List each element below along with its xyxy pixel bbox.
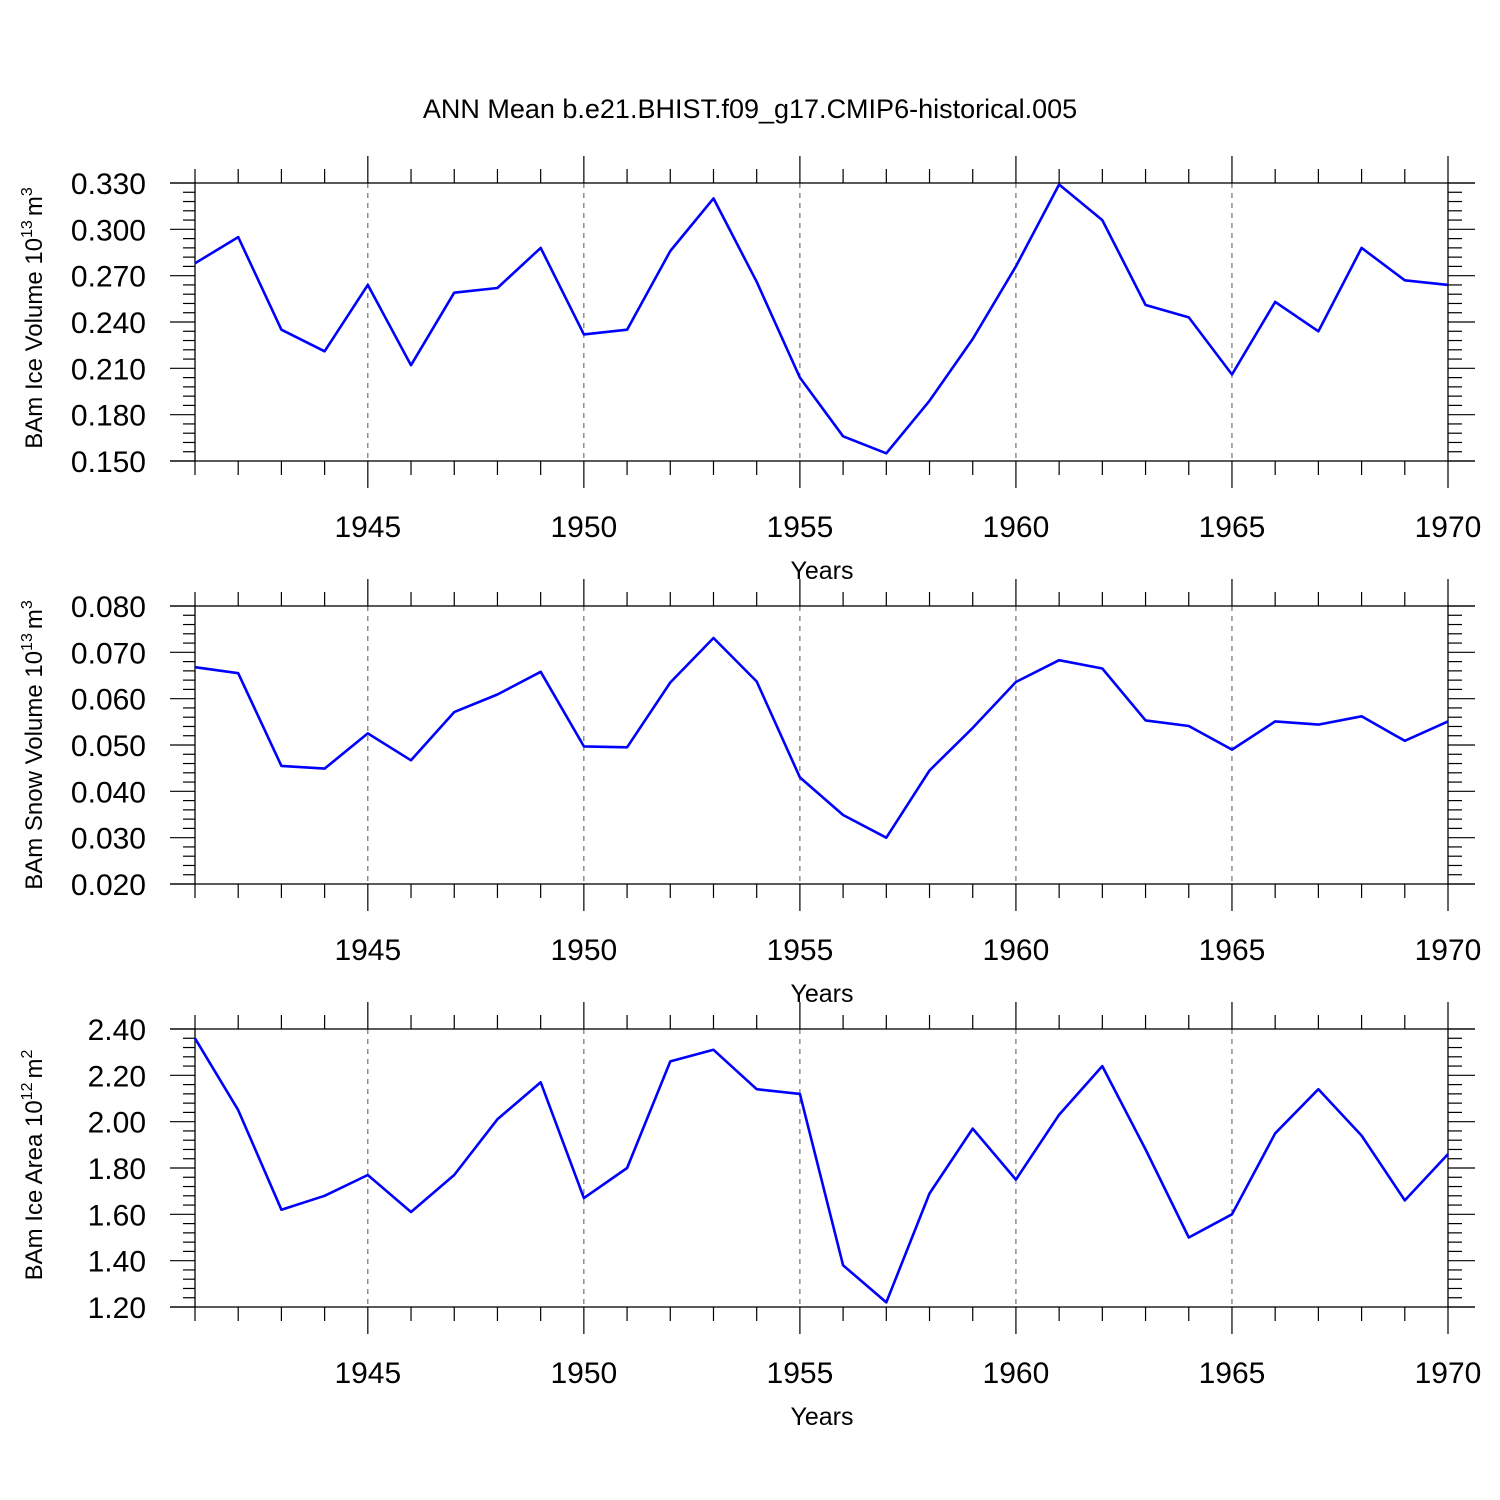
x-tick-label: 1945 <box>334 1357 401 1390</box>
y-tick-label: 2.20 <box>88 1060 146 1093</box>
x-tick-label: 1970 <box>1415 1357 1482 1390</box>
y-tick-label: 0.210 <box>71 353 146 386</box>
series-line <box>194 636 1449 840</box>
y-tick-label: 0.040 <box>71 776 146 809</box>
y-tick-label: 0.270 <box>71 261 146 294</box>
x-tick-label: 1965 <box>1199 934 1266 967</box>
x-tick-label: 1955 <box>767 511 834 544</box>
y-axis-label-main: BAm Snow Volume 10 <box>21 651 48 890</box>
x-axis-label: Years <box>790 1403 853 1431</box>
series-line <box>193 1037 1449 1304</box>
y-axis-label-unit-exponent: 3 <box>19 187 36 196</box>
y-axis-label-unit-exponent: 2 <box>19 1050 36 1059</box>
y-axis-label-unit-exponent: 3 <box>19 600 36 609</box>
x-tick-label: 1945 <box>334 934 401 967</box>
y-axis-label-exponent: 12 <box>19 1082 36 1100</box>
x-tick-label: 1950 <box>550 934 617 967</box>
y-tick-label: 0.330 <box>71 168 146 201</box>
y-tick-label: 0.150 <box>71 446 146 479</box>
y-tick-label: 0.240 <box>71 307 146 340</box>
y-tick-label: 0.180 <box>71 400 146 433</box>
x-tick-label: 1960 <box>983 511 1050 544</box>
y-axis-label-exponent: 13 <box>19 633 36 651</box>
y-axis-label-main: BAm Ice Area 10 <box>21 1100 48 1280</box>
y-tick-label: 0.300 <box>71 214 146 247</box>
x-tick-label: 1955 <box>767 1357 834 1390</box>
y-tick-label: 0.070 <box>71 637 146 670</box>
y-tick-label: 0.020 <box>71 869 146 902</box>
panel-3: 1.20 1.40 1.60 1.80 2.00 2.20 2.40 1945 1950 1955… <box>19 1002 1481 1431</box>
panel-1: 0.150 0.180 0.210 0.240 0.270 0.300 0.330 1945 1… <box>19 156 1481 585</box>
x-tick-label: 1965 <box>1199 511 1266 544</box>
y-axis-label-main: BAm Ice Volume 10 <box>21 238 48 449</box>
x-tick-label: 1955 <box>767 934 834 967</box>
x-tick-label: 1945 <box>334 511 401 544</box>
y-tick-label: 1.80 <box>88 1153 146 1186</box>
y-tick-label: 0.030 <box>71 823 146 856</box>
series-line <box>194 183 1449 455</box>
y-axis-label: BAm Snow Volume 1013 m3 <box>19 600 48 890</box>
y-tick-label: 0.080 <box>71 591 146 624</box>
y-tick-label: 2.40 <box>88 1014 146 1047</box>
figure-title: ANN Mean b.e21.BHIST.f09_g17.CMIP6-histo… <box>423 94 1077 124</box>
y-tick-label: 1.60 <box>88 1199 146 1232</box>
x-tick-label: 1950 <box>550 511 617 544</box>
x-tick-label: 1950 <box>550 1357 617 1390</box>
y-tick-label: 0.060 <box>71 684 146 717</box>
x-tick-label: 1960 <box>983 1357 1050 1390</box>
y-axis-label-exponent: 13 <box>19 220 36 238</box>
x-tick-label: 1965 <box>1199 1357 1266 1390</box>
y-tick-label: 1.20 <box>88 1292 146 1325</box>
y-axis-label-unit: m <box>21 196 48 216</box>
x-axis-label: Years <box>790 557 853 585</box>
x-tick-label: 1960 <box>983 934 1050 967</box>
y-axis-label: BAm Ice Volume 1013 m3 <box>19 187 48 449</box>
y-tick-label: 0.050 <box>71 730 146 763</box>
y-axis-label: BAm Ice Area 1012 m2 <box>19 1050 48 1281</box>
x-tick-label: 1970 <box>1415 934 1482 967</box>
x-tick-label: 1970 <box>1415 511 1482 544</box>
y-axis-label-unit: m <box>21 609 48 629</box>
x-axis-label: Years <box>790 980 853 1008</box>
y-tick-label: 1.40 <box>88 1246 146 1279</box>
y-axis-label-unit: m <box>21 1059 48 1079</box>
y-tick-label: 2.00 <box>88 1107 146 1140</box>
panel-2: 0.020 0.030 0.040 0.050 0.060 0.070 0.080 1945 1… <box>19 579 1481 1008</box>
